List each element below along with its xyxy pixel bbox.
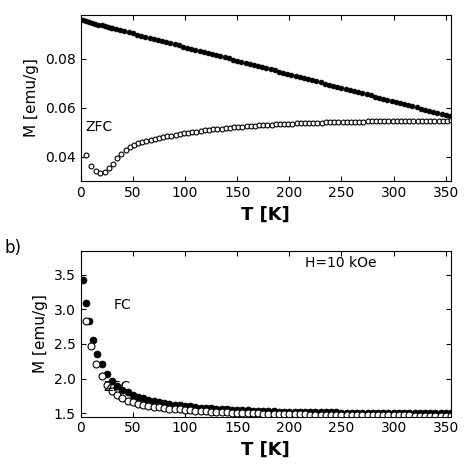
Y-axis label: M [emu/g]: M [emu/g]	[33, 294, 48, 373]
Y-axis label: M [emu/g]: M [emu/g]	[25, 58, 39, 137]
X-axis label: T [K]: T [K]	[241, 441, 290, 459]
Text: H=10 kOe: H=10 kOe	[305, 255, 376, 270]
Text: ZFC: ZFC	[104, 380, 131, 394]
Text: b): b)	[5, 239, 22, 257]
X-axis label: T [K]: T [K]	[241, 205, 290, 223]
Text: ZFC: ZFC	[86, 120, 113, 134]
Text: FC: FC	[114, 299, 132, 312]
